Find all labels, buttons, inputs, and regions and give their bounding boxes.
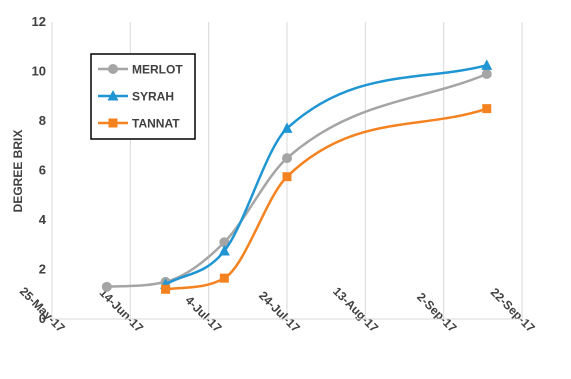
x-tick-label-3: 24-Jul-17 (256, 288, 303, 335)
legend-label-tannat: TANNAT (132, 117, 180, 131)
legend-marker-tannat (109, 119, 118, 128)
data-point-tannat-0 (161, 285, 170, 294)
data-point-merlot-4 (482, 69, 492, 79)
legend-label-merlot: MERLOT (132, 63, 183, 77)
x-tick-label-0: 25-May-17 (17, 284, 68, 335)
x-tick-label-5: 2-Sep-17 (414, 290, 460, 336)
data-point-tannat-2 (283, 172, 292, 181)
data-point-syrah-3 (481, 59, 492, 70)
legend-label-syrah: SYRAH (132, 90, 174, 104)
y-tick-label-5: 10 (32, 64, 46, 79)
y-tick-label-6: 12 (32, 14, 46, 29)
data-point-merlot-0 (102, 282, 112, 292)
y-axis: 0 2 4 6 8 10 12 (32, 14, 47, 326)
x-tick-label-1: 14-Jun-17 (97, 286, 147, 336)
y-tick-label-2: 4 (39, 212, 47, 227)
x-tick-label-6: 22-Sep-17 (488, 285, 538, 335)
x-tick-label-2: 4-Jul-17 (182, 293, 224, 335)
x-tick-label-4: 13-Aug-17 (330, 284, 381, 335)
legend: MERLOT SYRAH TANNAT (91, 54, 195, 139)
y-tick-label-1: 2 (39, 262, 46, 277)
legend-marker-merlot (108, 64, 118, 74)
data-point-tannat-1 (220, 274, 229, 283)
y-tick-label-4: 8 (39, 113, 46, 128)
x-axis: 25-May-17 14-Jun-17 4-Jul-17 24-Jul-17 13-Au… (17, 284, 538, 335)
y-axis-title: DEGREE BRIX (11, 130, 25, 213)
y-tick-label-3: 6 (39, 163, 46, 178)
y-tick-label-0: 0 (39, 311, 46, 326)
data-point-tannat-3 (482, 104, 491, 113)
data-point-merlot-3 (282, 153, 292, 163)
